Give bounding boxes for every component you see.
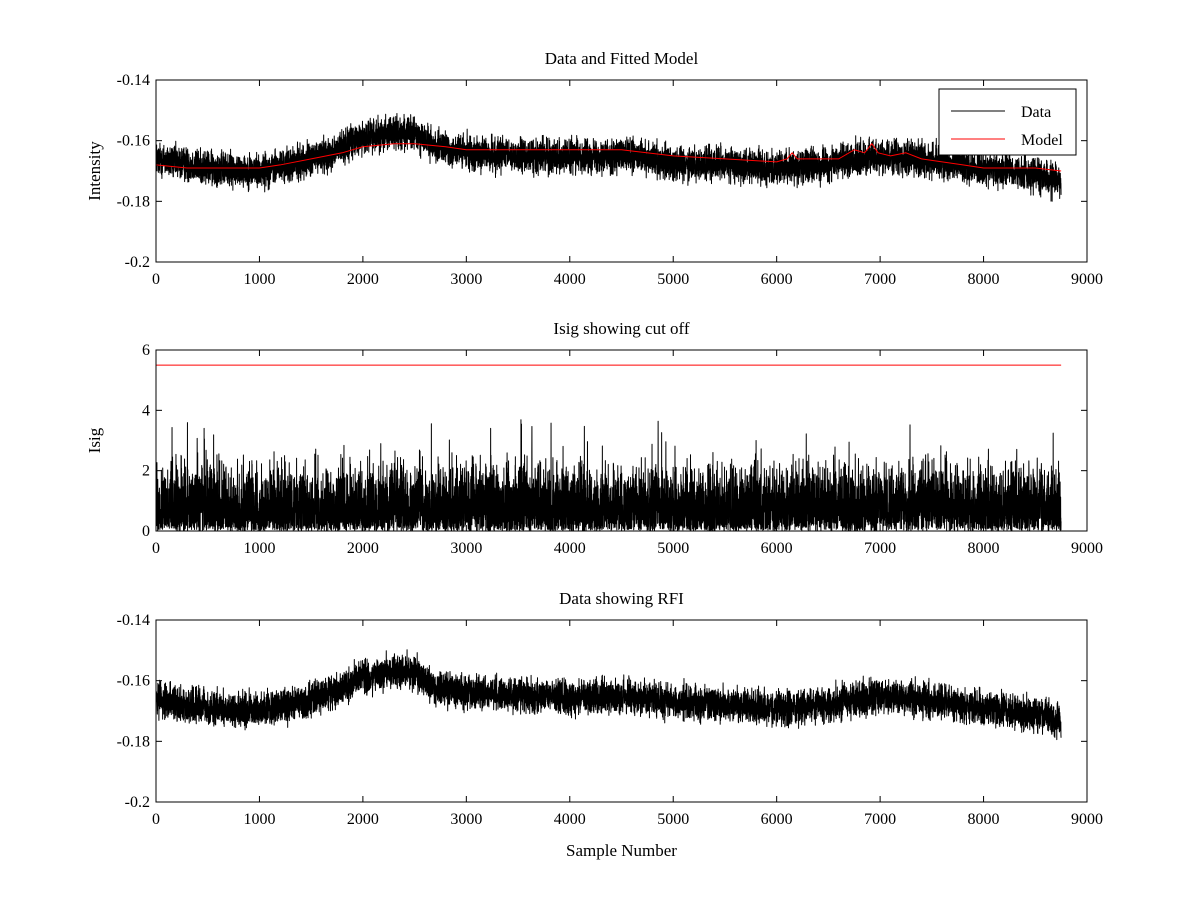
x-tick-label: 1000 [243, 540, 275, 557]
y-tick-label: -0.18 [117, 733, 150, 750]
x-tick-label: 3000 [450, 811, 482, 828]
x-tick-label: 9000 [1071, 811, 1103, 828]
x-tick-label: 5000 [657, 540, 689, 557]
x-tick-label: 3000 [450, 271, 482, 288]
x-tick-label: 4000 [554, 811, 586, 828]
y-tick-label: 0 [142, 523, 150, 540]
x-tick-label: 6000 [761, 811, 793, 828]
axes-box [155, 349, 1088, 532]
x-tick-label: 8000 [968, 540, 1000, 557]
y-tick-label: -0.16 [117, 673, 150, 690]
chart-title: Data showing RFI [559, 589, 684, 608]
legend: Data Model [938, 88, 1077, 156]
x-tick-label: 2000 [347, 540, 379, 557]
x-tick-label: 1000 [243, 271, 275, 288]
x-tick-label: 6000 [761, 540, 793, 557]
series-group [156, 649, 1062, 741]
y-tick-label: 4 [142, 402, 150, 419]
x-tick-label: 2000 [347, 271, 379, 288]
series-line-isig [156, 419, 1062, 531]
y-tick-label: -0.14 [117, 72, 150, 89]
y-tick-label: 6 [142, 342, 150, 359]
y-axis-label: Isig [85, 427, 104, 453]
x-tick-label: 0 [152, 540, 160, 557]
series-line-data [156, 649, 1062, 741]
x-tick-label: 7000 [864, 540, 896, 557]
series-group [156, 364, 1062, 531]
legend-label-model: Model [1021, 132, 1063, 149]
x-tick-label: 7000 [864, 811, 896, 828]
x-tick-label: 1000 [243, 811, 275, 828]
x-tick-label: 3000 [450, 540, 482, 557]
x-tick-label: 4000 [554, 540, 586, 557]
y-tick-label: -0.16 [117, 133, 150, 150]
y-tick-label: -0.2 [125, 794, 150, 811]
x-tick-label: 0 [152, 271, 160, 288]
x-tick-label: 6000 [761, 271, 793, 288]
axes-box [155, 79, 1088, 263]
chart-title: Isig showing cut off [553, 319, 689, 338]
x-axis-label: Sample Number [566, 841, 677, 860]
legend-box [938, 88, 1077, 156]
y-tick-label: -0.18 [117, 193, 150, 210]
axes-box [155, 619, 1088, 803]
x-tick-label: 7000 [864, 271, 896, 288]
y-tick-label: -0.14 [117, 612, 150, 629]
x-tick-label: 4000 [554, 271, 586, 288]
x-tick-label: 2000 [347, 811, 379, 828]
y-tick-label: 2 [142, 463, 150, 480]
x-tick-label: 5000 [657, 811, 689, 828]
x-tick-label: 5000 [657, 271, 689, 288]
chart-panel-1: 0 1000 2000 3000 4000 5000 6000 7000 8000 9000 -0.… [85, 49, 1103, 288]
x-tick-label: 9000 [1071, 271, 1103, 288]
chart-panel-2: 0 1000 2000 3000 4000 5000 6000 7000 8000 9000 0 2 4… [85, 319, 1103, 557]
x-tick-label: 0 [152, 811, 160, 828]
x-tick-label: 9000 [1071, 540, 1103, 557]
chart-panel-3: 0 1000 2000 3000 4000 5000 6000 7000 8000 9000 -0.… [117, 589, 1103, 860]
x-tick-label: 8000 [968, 811, 1000, 828]
legend-label-data: Data [1021, 104, 1051, 121]
x-tick-label: 8000 [968, 271, 1000, 288]
chart-title: Data and Fitted Model [545, 49, 699, 68]
y-axis-label: Intensity [85, 141, 104, 201]
series-group [156, 112, 1062, 202]
series-line-data [156, 112, 1062, 202]
y-tick-label: -0.2 [125, 254, 150, 271]
series-line-model [156, 143, 1062, 172]
